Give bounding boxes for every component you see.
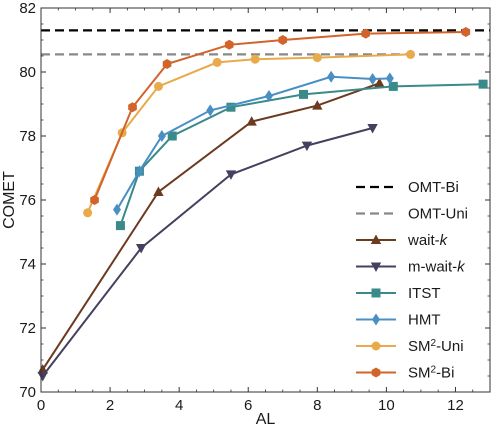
y-tick-label: 74 (19, 256, 36, 273)
x-tick-label: 2 (106, 397, 114, 414)
data-point-sm2-bi (278, 35, 288, 45)
data-point-itst (388, 81, 398, 91)
legend-item-m-wait-k: m-wait-k (356, 259, 466, 276)
series-hmt (112, 70, 394, 216)
legend-marker (371, 341, 381, 351)
data-point-itst (115, 221, 125, 231)
data-point-itst (478, 79, 488, 89)
series-sm2-bi (90, 27, 471, 205)
data-point-hmt (112, 203, 121, 216)
data-point-m-wait-k (225, 170, 237, 180)
data-point-sm2-bi (224, 39, 234, 50)
data-point-m-wait-k (301, 141, 313, 152)
legend-label: SM2-Bi (408, 364, 454, 382)
y-tick-label: 78 (19, 128, 36, 145)
legend-item-omt-uni: OMT-Uni (356, 206, 468, 223)
legend-item-sm2-bi: SM2-Bi (356, 364, 454, 382)
data-point-itst (226, 102, 236, 112)
legend-label: HMT (408, 312, 441, 329)
legend-item-hmt: HMT (356, 312, 441, 329)
legend-marker (370, 234, 382, 244)
data-point-wait-k (374, 77, 385, 88)
data-point-hmt (385, 72, 394, 85)
x-tick-label: 0 (37, 397, 45, 414)
x-tick-label: 10 (378, 397, 395, 414)
data-point-sm2-uni (212, 57, 222, 67)
data-point-hmt (368, 73, 377, 86)
legend-item-sm2-uni: SM2-Uni (356, 338, 464, 356)
x-tick-label: 12 (447, 397, 464, 414)
y-axis-title: COMET (1, 171, 18, 229)
data-point-hmt (264, 90, 273, 102)
y-tick-label: 76 (19, 192, 36, 209)
y-tick-label: 70 (19, 384, 36, 401)
legend-marker (372, 313, 380, 326)
data-point-m-wait-k (367, 124, 378, 134)
series-m-wait-k (37, 124, 378, 382)
series-wait-k (37, 77, 385, 374)
x-tick-label: 8 (313, 397, 321, 414)
plot-frame (40, 7, 491, 393)
data-point-sm2-uni (312, 53, 322, 63)
legend-item-wait-k: wait-k (356, 232, 449, 249)
data-point-itst (298, 89, 308, 99)
data-point-m-wait-k (37, 372, 48, 382)
data-point-hmt (206, 104, 215, 117)
data-point-sm2-uni (153, 81, 163, 91)
series-line-itst (119, 83, 484, 226)
data-point-sm2-bi (461, 27, 471, 37)
data-point-sm2-bi (162, 59, 172, 69)
data-point-sm2-uni (406, 49, 416, 59)
ticks-layer: 0 2 4 6 8 10 12 70 72 74 76 78 80 82 (19, 0, 491, 414)
data-point-wait-k (312, 100, 323, 110)
data-point-hmt (135, 165, 144, 178)
x-tick-label: 6 (244, 397, 252, 414)
legend-marker (371, 288, 381, 298)
data-point-sm2-uni (83, 208, 93, 218)
data-point-sm2-bi (128, 102, 137, 113)
data-point-itst (167, 131, 177, 141)
legend-label: m-wait-k (408, 259, 466, 276)
data-point-m-wait-k (135, 244, 147, 254)
legend-label: SM2-Uni (408, 338, 464, 356)
data-point-hmt (327, 70, 336, 83)
legend-label: OMT-Bi (408, 179, 459, 196)
y-tick-label: 72 (19, 320, 36, 337)
reference-lines-layer (41, 29, 490, 56)
legend-marker (371, 367, 381, 378)
legend-item-omt-bi: OMT-Bi (356, 179, 459, 196)
series-line-m-wait-k (41, 127, 373, 377)
data-point-wait-k (246, 116, 257, 126)
legend-label: OMT-Uni (408, 206, 468, 223)
data-point-sm2-uni (250, 54, 260, 64)
legend-marker (370, 262, 382, 272)
series-layer (37, 27, 488, 382)
data-point-sm2-bi (361, 28, 370, 39)
legend-label: wait-k (407, 232, 449, 249)
data-point-hmt (157, 130, 166, 142)
data-point-wait-k (153, 186, 164, 196)
legend-item-itst: ITST (356, 285, 441, 302)
y-tick-label: 82 (19, 0, 36, 17)
series-line-wait-k (41, 82, 380, 371)
series-line-hmt (116, 75, 390, 211)
x-tick-label: 4 (175, 397, 183, 414)
legend-label: ITST (408, 285, 441, 302)
x-axis-title: AL (256, 411, 276, 428)
chart-legend: OMT-Bi OMT-Uni wait-k m-wait-k ITST HMT SM2-Un… (356, 179, 468, 382)
data-point-sm2-bi (90, 195, 99, 205)
y-tick-label: 80 (19, 64, 36, 81)
